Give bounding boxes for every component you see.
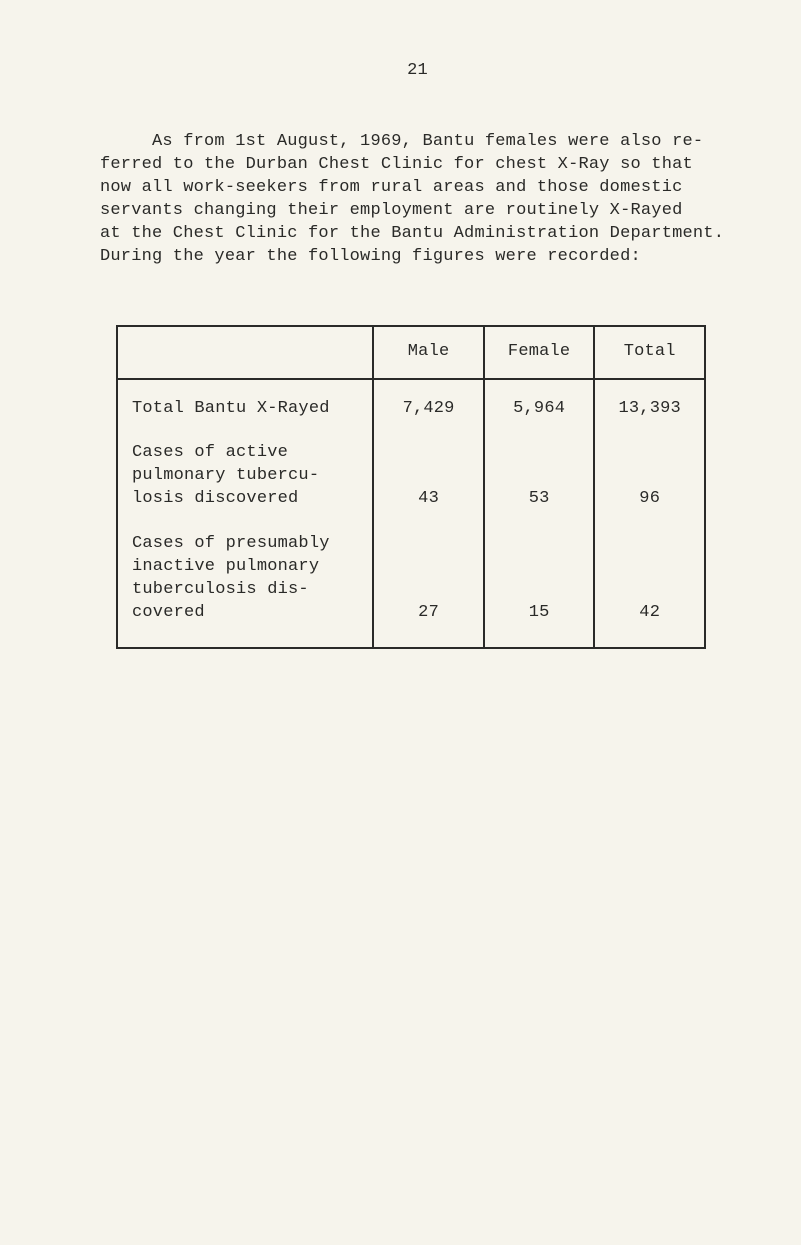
table-row: Total Bantu X-Rayed 7,429 5,964 13,393 — [117, 379, 705, 429]
cell-total: 13,393 — [594, 379, 705, 429]
row-label: Total Bantu X-Rayed — [117, 379, 373, 429]
cell-male: 7,429 — [373, 379, 484, 429]
table-row: Cases of presumably inactive pulmonary t… — [117, 519, 705, 648]
cell-female: 5,964 — [484, 379, 595, 429]
col-header-male: Male — [373, 326, 484, 379]
row-label: Cases of presumably inactive pulmonary t… — [117, 519, 373, 648]
cell-male: 43 — [373, 428, 484, 519]
col-header-blank — [117, 326, 373, 379]
cell-female: 53 — [484, 428, 595, 519]
table-row: Cases of active pulmonary tubercu- losis… — [117, 428, 705, 519]
col-header-total: Total — [594, 326, 705, 379]
body-paragraph: As from 1st August, 1969, Bantu females … — [100, 131, 735, 269]
xray-table: Male Female Total Total Bantu X-Rayed 7,… — [116, 325, 706, 649]
cell-female: 15 — [484, 519, 595, 648]
table-header-row: Male Female Total — [117, 326, 705, 379]
cell-male: 27 — [373, 519, 484, 648]
document-page: 21 As from 1st August, 1969, Bantu femal… — [0, 0, 801, 1245]
cell-total: 42 — [594, 519, 705, 648]
col-header-female: Female — [484, 326, 595, 379]
cell-total: 96 — [594, 428, 705, 519]
page-number: 21 — [100, 60, 735, 83]
row-label: Cases of active pulmonary tubercu- losis… — [117, 428, 373, 519]
